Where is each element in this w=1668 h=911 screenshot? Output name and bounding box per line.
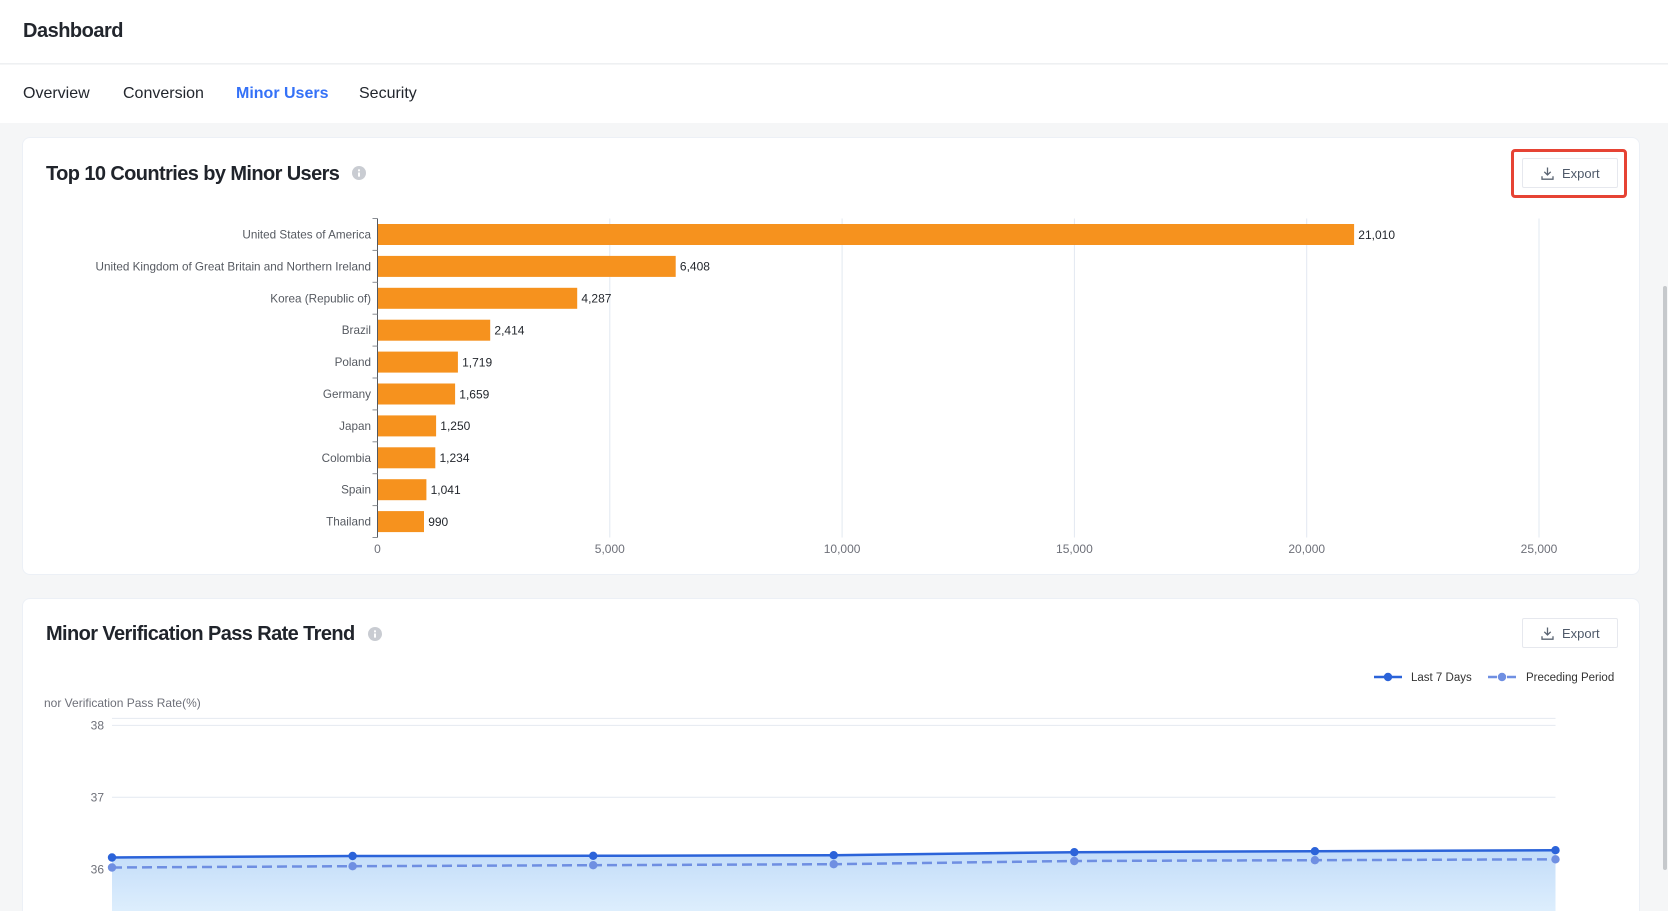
- svg-text:1,659: 1,659: [459, 387, 489, 401]
- svg-text:990: 990: [428, 515, 448, 529]
- svg-text:1,250: 1,250: [440, 419, 470, 433]
- svg-text:United Kingdom of Great Britai: United Kingdom of Great Britain and Nort…: [96, 260, 371, 273]
- svg-text:Thailand: Thailand: [326, 516, 371, 529]
- svg-text:38: 38: [91, 718, 105, 732]
- svg-text:10,000: 10,000: [824, 542, 861, 556]
- svg-text:36: 36: [91, 862, 105, 876]
- svg-text:4,287: 4,287: [581, 292, 611, 306]
- svg-text:37: 37: [91, 790, 105, 804]
- svg-text:Colombia: Colombia: [322, 452, 372, 465]
- svg-text:Poland: Poland: [335, 356, 371, 369]
- svg-text:Brazil: Brazil: [342, 324, 371, 337]
- svg-text:Preceding Period: Preceding Period: [1526, 672, 1614, 684]
- svg-text:Spain: Spain: [341, 484, 371, 497]
- svg-text:1,719: 1,719: [462, 355, 492, 369]
- svg-text:20,000: 20,000: [1288, 542, 1325, 556]
- svg-text:nor Verification Pass Rate(%): nor Verification Pass Rate(%): [44, 696, 201, 710]
- svg-text:Japan: Japan: [339, 420, 371, 433]
- svg-text:0: 0: [374, 542, 381, 556]
- svg-text:2,414: 2,414: [494, 324, 524, 338]
- svg-text:1,234: 1,234: [440, 451, 470, 465]
- svg-text:21,010: 21,010: [1358, 228, 1395, 242]
- svg-text:1,041: 1,041: [431, 483, 461, 497]
- svg-text:Last 7 Days: Last 7 Days: [1411, 672, 1472, 684]
- svg-text:5,000: 5,000: [595, 542, 625, 556]
- svg-text:25,000: 25,000: [1521, 542, 1558, 556]
- svg-text:United States of America: United States of America: [242, 229, 371, 242]
- svg-text:Korea (Republic of): Korea (Republic of): [270, 292, 371, 305]
- svg-text:6,408: 6,408: [680, 260, 710, 274]
- svg-text:Germany: Germany: [323, 388, 371, 401]
- svg-text:15,000: 15,000: [1056, 542, 1093, 556]
